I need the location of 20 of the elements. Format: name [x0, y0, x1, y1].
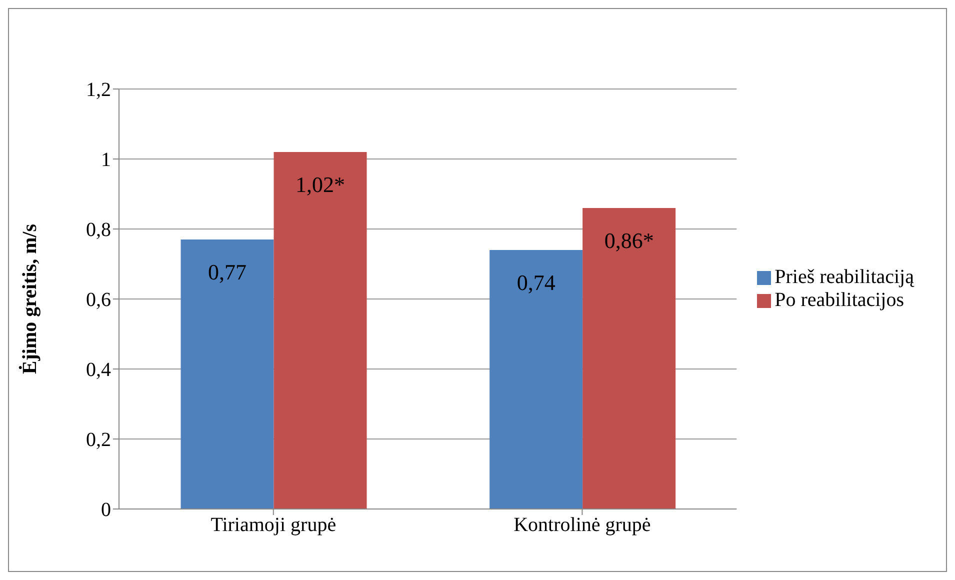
y-tick-label: 1,2 — [86, 79, 111, 102]
y-tick-label: 1 — [101, 149, 111, 172]
data-label: 0,77 — [208, 260, 247, 284]
data-label: 0,74 — [516, 270, 556, 295]
bar — [490, 250, 583, 509]
y-tick-label: 0,6 — [86, 289, 111, 312]
y-tick-label: 0,8 — [86, 219, 111, 242]
bar — [180, 240, 274, 509]
y-axis-title: Ėjimo greitis, m/s — [18, 224, 42, 374]
data-label: 0,86* — [604, 228, 654, 253]
x-tick-label: Tiriamoji grupė — [210, 514, 336, 536]
data-label: 1,02* — [296, 172, 346, 197]
bar — [582, 208, 676, 509]
x-tick-label: Kontrolinė grupė — [514, 514, 651, 536]
y-tick-label: 0,2 — [86, 429, 111, 452]
bar — [274, 152, 367, 509]
legend-label: Po reabilitacijos — [774, 289, 904, 311]
y-tick-label: 0,4 — [86, 359, 111, 382]
y-tick-label: 0 — [101, 499, 111, 522]
legend-label: Prieš reabilitaciją — [774, 266, 914, 288]
